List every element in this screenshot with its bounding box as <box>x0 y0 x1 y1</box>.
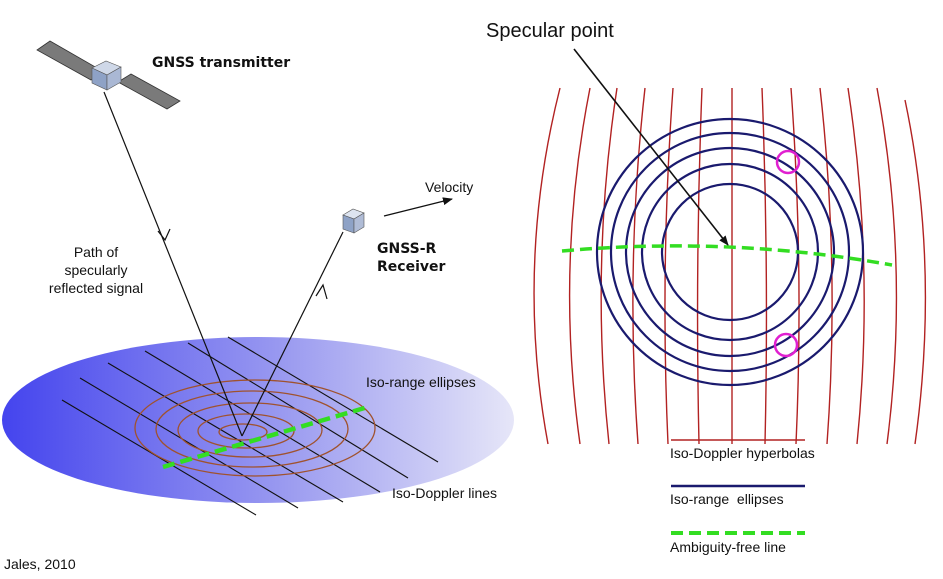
legend-range-label: Iso-range ellipses <box>670 491 784 507</box>
earth-surface <box>2 337 514 503</box>
iso-range-circles <box>597 119 863 385</box>
path-label-line1: Path of <box>40 244 152 260</box>
specular-point-label: Specular point <box>486 20 614 43</box>
satellite-icon <box>37 41 180 109</box>
path-label-line3: reflected signal <box>40 280 152 296</box>
iso-doppler-label: Iso-Doppler lines <box>392 485 497 501</box>
receiver-icon <box>343 209 364 233</box>
receiver-label-line2: Receiver <box>377 259 445 275</box>
transmitter-label: GNSS transmitter <box>152 55 290 71</box>
receiver-label-line1: GNSS-R <box>377 241 436 257</box>
citation: Jales, 2010 <box>4 556 76 572</box>
iso-doppler-hyperbolas <box>534 88 925 444</box>
legend-ambiguity-label: Ambiguity-free line <box>670 539 786 555</box>
path-label-line2: specularly <box>40 262 152 278</box>
velocity-arrow <box>384 199 452 216</box>
velocity-label: Velocity <box>425 179 473 195</box>
legend-doppler-label: Iso-Doppler hyperbolas <box>670 445 815 461</box>
reflected-arrow-icon <box>316 285 327 299</box>
iso-range-label: Iso-range ellipses <box>366 374 476 390</box>
